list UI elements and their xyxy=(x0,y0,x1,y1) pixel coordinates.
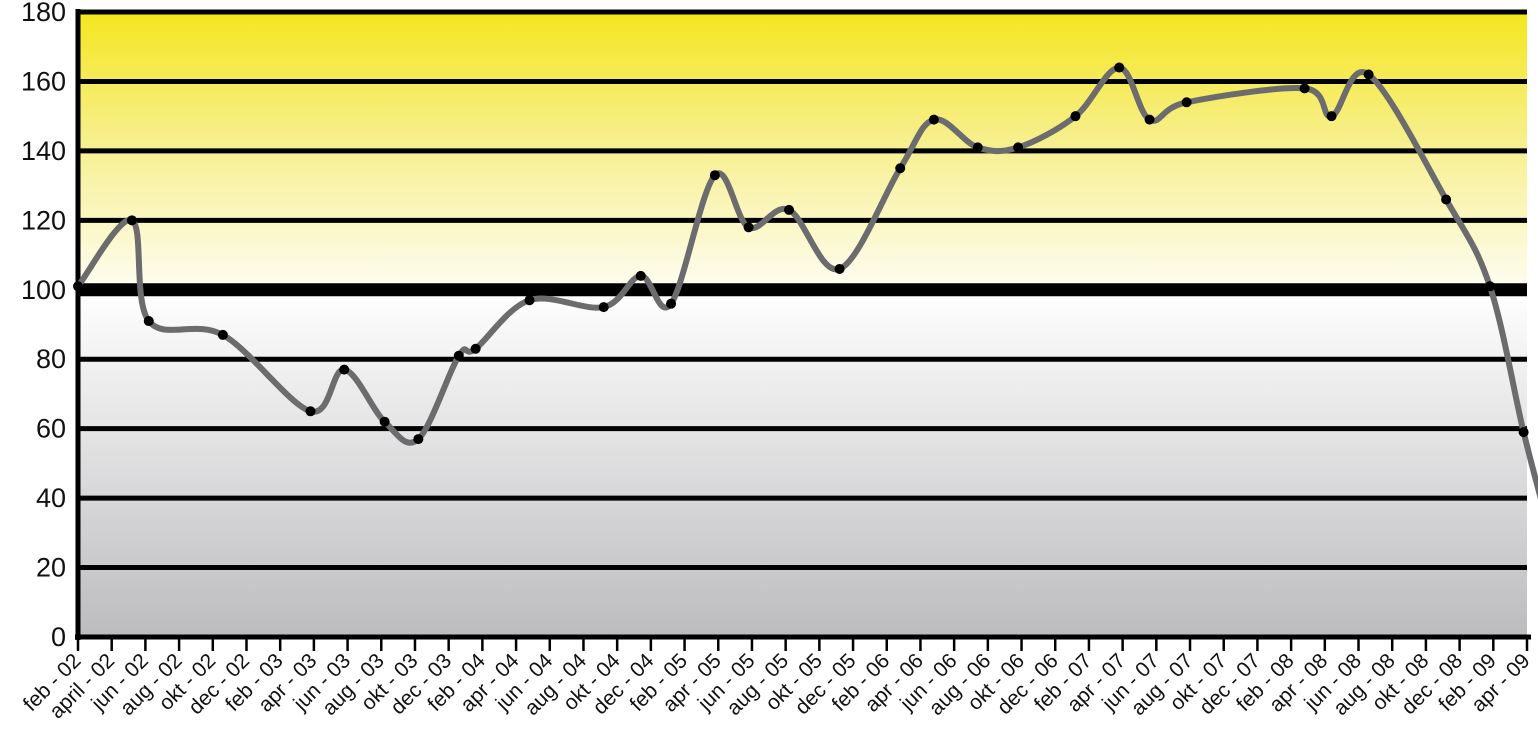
data-point-26 xyxy=(1299,83,1310,94)
data-point-13 xyxy=(666,298,677,309)
data-point-15 xyxy=(743,222,754,233)
data-point-20 xyxy=(972,142,983,153)
y-tick-label-80: 80 xyxy=(36,344,66,374)
plot-background xyxy=(78,12,1527,637)
data-point-19 xyxy=(928,114,939,125)
data-point-25 xyxy=(1181,97,1192,108)
data-point-4 xyxy=(305,406,316,417)
data-point-29 xyxy=(1441,194,1452,205)
data-point-7 xyxy=(413,434,424,445)
data-point-31 xyxy=(1518,427,1529,438)
y-tick-label-160: 160 xyxy=(21,66,66,96)
data-point-12 xyxy=(635,270,646,281)
data-point-30 xyxy=(1484,281,1495,292)
data-point-21 xyxy=(1013,142,1024,153)
y-tick-label-0: 0 xyxy=(51,622,66,652)
data-point-11 xyxy=(598,302,609,313)
axes xyxy=(75,9,1531,651)
data-points xyxy=(73,62,1529,445)
data-point-24 xyxy=(1144,114,1155,125)
data-point-22 xyxy=(1070,111,1081,122)
data-point-8 xyxy=(453,350,464,361)
data-point-17 xyxy=(834,263,845,274)
data-point-16 xyxy=(784,204,795,215)
background-below-reference xyxy=(78,289,1527,637)
data-point-9 xyxy=(470,343,481,354)
data-point-23 xyxy=(1114,62,1125,73)
y-axis-tick-labels: 0 20 40 60 80 100 120 140 160 180 xyxy=(21,0,66,652)
data-point-28 xyxy=(1363,69,1374,80)
y-tick-label-40: 40 xyxy=(36,483,66,513)
data-point-0 xyxy=(73,281,83,292)
y-tick-label-120: 120 xyxy=(21,205,66,235)
data-point-18 xyxy=(895,163,906,174)
data-point-5 xyxy=(339,364,350,375)
y-tick-label-20: 20 xyxy=(36,553,66,583)
data-point-10 xyxy=(524,295,535,306)
data-point-2 xyxy=(143,316,154,327)
data-point-27 xyxy=(1326,111,1337,122)
data-point-1 xyxy=(126,215,137,226)
data-point-6 xyxy=(379,416,390,427)
y-tick-label-140: 140 xyxy=(21,136,66,166)
y-tick-label-60: 60 xyxy=(36,414,66,444)
y-tick-label-180: 180 xyxy=(21,0,66,27)
data-point-3 xyxy=(217,329,228,340)
y-tick-label-100: 100 xyxy=(21,275,66,305)
data-point-14 xyxy=(709,170,720,181)
